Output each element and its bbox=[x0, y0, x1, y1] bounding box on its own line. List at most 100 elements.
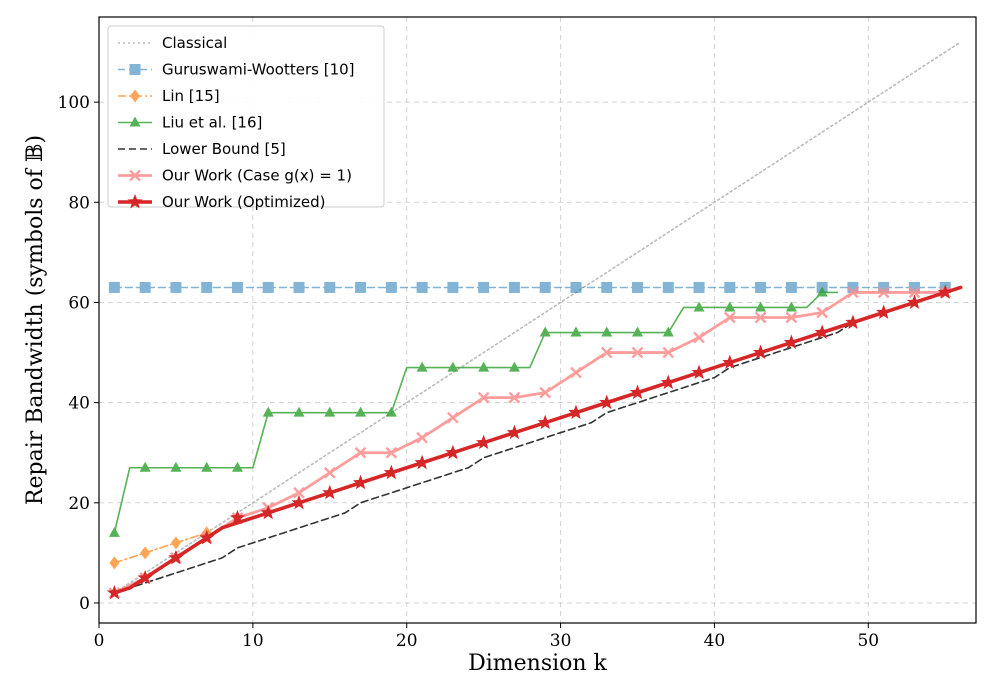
series-layer bbox=[106, 41, 963, 600]
data-point bbox=[783, 334, 799, 350]
data-point bbox=[724, 281, 736, 293]
y-tick-label: 60 bbox=[68, 293, 90, 313]
data-point bbox=[691, 364, 707, 380]
data-point bbox=[601, 326, 613, 337]
data-point bbox=[755, 301, 767, 312]
series-line bbox=[113, 291, 839, 534]
data-point bbox=[322, 484, 338, 500]
data-point bbox=[877, 286, 890, 299]
data-point bbox=[537, 414, 553, 430]
data-point bbox=[629, 384, 646, 400]
data-point bbox=[231, 461, 243, 472]
data-point bbox=[539, 386, 552, 399]
series-0 bbox=[113, 41, 962, 594]
legend-item bbox=[118, 64, 152, 75]
legend-label: Our Work (Case g(x) = 1) bbox=[162, 167, 352, 185]
legend-item bbox=[118, 169, 152, 182]
data-point bbox=[139, 461, 151, 472]
data-point bbox=[752, 344, 769, 360]
x-tick-label: 40 bbox=[704, 631, 726, 651]
data-point bbox=[323, 466, 336, 479]
legend-item bbox=[118, 194, 152, 209]
data-point bbox=[506, 424, 523, 440]
data-point bbox=[108, 526, 120, 537]
data-point bbox=[352, 474, 369, 490]
legend-box bbox=[107, 25, 385, 208]
data-point bbox=[477, 391, 490, 404]
data-point bbox=[108, 281, 120, 293]
y-tick-label: 40 bbox=[68, 394, 90, 414]
data-point bbox=[539, 326, 551, 337]
data-point bbox=[416, 281, 428, 293]
data-point bbox=[229, 509, 246, 525]
series-5 bbox=[108, 286, 952, 599]
x-tick-label: 20 bbox=[396, 631, 418, 651]
legend-label: Classical bbox=[162, 34, 227, 52]
data-point bbox=[906, 294, 923, 309]
data-point bbox=[414, 454, 430, 470]
x-tick-label: 0 bbox=[94, 631, 105, 651]
x-tick-label: 30 bbox=[550, 631, 572, 651]
data-point bbox=[816, 306, 828, 319]
legend-label: Guruswami-Wootters [10] bbox=[162, 61, 355, 79]
data-point bbox=[724, 301, 736, 312]
grid bbox=[98, 17, 976, 623]
data-point bbox=[755, 281, 767, 293]
data-point bbox=[785, 281, 797, 293]
data-point bbox=[170, 536, 181, 550]
data-point bbox=[355, 406, 367, 417]
data-point bbox=[109, 556, 120, 570]
data-point bbox=[416, 431, 428, 444]
data-point bbox=[601, 281, 613, 293]
data-point bbox=[199, 529, 215, 545]
series-line bbox=[112, 291, 947, 595]
data-point bbox=[478, 361, 490, 372]
series-line bbox=[113, 41, 962, 594]
axes-frame bbox=[98, 16, 977, 624]
data-point bbox=[478, 281, 490, 293]
y-tick-label: 20 bbox=[68, 494, 90, 514]
x-axis-label: Dimension k bbox=[468, 651, 607, 676]
data-point bbox=[693, 281, 705, 293]
data-point bbox=[785, 311, 798, 324]
data-point bbox=[137, 569, 153, 585]
data-point bbox=[937, 284, 953, 299]
data-point bbox=[293, 406, 305, 417]
data-point bbox=[324, 406, 336, 417]
legend-swatch-marker bbox=[129, 169, 141, 182]
data-point bbox=[293, 281, 305, 293]
data-point bbox=[385, 446, 398, 459]
legend-swatch-marker bbox=[130, 89, 140, 103]
data-point bbox=[476, 434, 492, 450]
data-point bbox=[723, 311, 736, 324]
data-point bbox=[291, 494, 307, 510]
legend-label: Lower Bound [5] bbox=[162, 140, 286, 158]
data-point bbox=[816, 286, 828, 297]
legend-swatch-marker bbox=[129, 116, 141, 127]
data-point bbox=[168, 549, 184, 565]
data-point bbox=[385, 281, 397, 293]
data-point bbox=[632, 326, 644, 337]
legend-label: Liu et al. [16] bbox=[162, 114, 262, 132]
data-point bbox=[599, 394, 615, 410]
legend-item bbox=[118, 116, 152, 127]
data-point bbox=[814, 324, 830, 339]
data-point bbox=[754, 311, 767, 324]
data-point bbox=[385, 406, 397, 417]
series-line bbox=[113, 286, 962, 594]
data-point bbox=[570, 326, 582, 337]
data-point bbox=[139, 281, 151, 293]
data-point bbox=[293, 486, 305, 499]
data-point bbox=[416, 361, 428, 372]
data-point bbox=[260, 504, 276, 520]
data-point bbox=[660, 374, 676, 390]
data-point bbox=[570, 366, 582, 379]
legend: Classical Guruswami-Wootters [10] Lin [15]… bbox=[107, 25, 385, 211]
data-point bbox=[662, 281, 674, 293]
data-point bbox=[662, 346, 675, 359]
data-point bbox=[354, 446, 367, 459]
data-point bbox=[508, 391, 521, 404]
data-point bbox=[324, 281, 336, 293]
legend-swatch-marker bbox=[129, 64, 141, 75]
data-point bbox=[570, 281, 582, 293]
